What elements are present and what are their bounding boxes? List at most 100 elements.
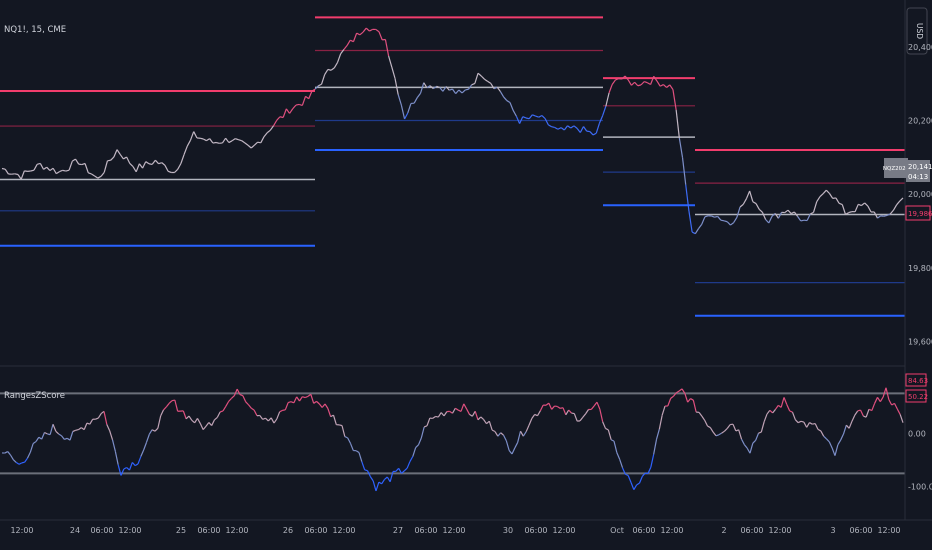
price-segment	[883, 214, 888, 217]
zscore-segment	[536, 410, 541, 416]
zscore-segment	[440, 412, 445, 417]
price-segment	[429, 85, 434, 90]
price-segment	[602, 106, 607, 116]
price-pane[interactable]	[0, 16, 905, 317]
zscore-segment	[766, 409, 771, 415]
zscore-segment	[364, 469, 368, 472]
price-segment	[285, 108, 291, 114]
zscore-segment	[216, 411, 221, 418]
price-segment	[812, 201, 818, 213]
price-axis[interactable]: 20,400.00 20,200.00 20,000.00 19,800.00 19,6…	[908, 43, 932, 347]
zscore-segment	[721, 430, 725, 434]
zscore-segment	[596, 401, 601, 410]
price-segment	[525, 117, 530, 120]
zscore-segment	[214, 416, 218, 421]
zscore-segment	[262, 417, 266, 420]
price-segment	[698, 223, 703, 229]
time-tick-label: 25	[176, 526, 186, 535]
price-segment	[135, 163, 140, 173]
price-segment	[810, 211, 814, 215]
price-segment	[567, 125, 572, 129]
zscore-segment	[599, 408, 604, 422]
zscore-segment	[270, 417, 275, 424]
indicator-axis[interactable]: 0.00 -100.00 84.63 50.22	[905, 373, 932, 492]
price-segment	[755, 203, 760, 210]
zscore-segment	[302, 396, 306, 399]
zscore-segment	[310, 394, 315, 404]
price-segment	[739, 203, 744, 208]
zscore-segment	[681, 388, 686, 394]
indicator-pane[interactable]	[0, 387, 905, 492]
zscore-segment	[488, 420, 493, 431]
time-tick-label: 12:00	[332, 526, 355, 535]
price-segment	[59, 169, 63, 173]
currency-button[interactable]	[906, 7, 928, 55]
price-segment	[180, 154, 185, 164]
price-segment	[356, 32, 361, 36]
zscore-segment	[106, 424, 111, 431]
zscore-segment	[211, 419, 216, 426]
zscore-segment	[293, 396, 298, 404]
price-segment	[340, 49, 345, 55]
price-segment	[659, 84, 664, 87]
price-segment	[298, 103, 303, 107]
price-segment	[704, 215, 709, 218]
zscore-segment	[163, 406, 167, 411]
price-segment	[426, 85, 431, 89]
price-segment	[598, 115, 604, 124]
zscore-segment	[851, 414, 856, 422]
price-segment	[46, 166, 51, 171]
zscore-segment	[426, 417, 431, 427]
price-segment	[113, 149, 118, 158]
zscore-segment	[613, 441, 618, 453]
time-axis[interactable]: 12:00 24 06:00 12:00 25 06:00 12:00 26 06:00 12:0…	[10, 526, 900, 535]
time-tick-label: 06:00	[414, 526, 437, 535]
zscore-segment	[208, 422, 213, 426]
price-segment	[193, 131, 198, 139]
zscore-segment	[837, 439, 842, 446]
price-segment	[503, 96, 508, 101]
price-segment	[477, 72, 482, 77]
price-segment	[375, 28, 380, 33]
zscore-segment	[463, 403, 468, 410]
price-segment	[730, 222, 735, 226]
zscore-segment	[842, 424, 847, 435]
price-segment	[250, 144, 255, 149]
zscore-segment	[460, 403, 465, 412]
price-segment	[39, 163, 45, 170]
price-segment	[209, 138, 214, 144]
price-segment	[183, 145, 188, 155]
zscore-segment	[366, 470, 371, 477]
zscore-segment	[871, 403, 876, 411]
price-segment	[142, 161, 147, 169]
price-tick-label: 19,600.00	[908, 338, 932, 347]
price-segment	[551, 126, 555, 129]
zscore-segment	[474, 411, 479, 421]
price-segment	[688, 210, 693, 233]
time-tick-label: 27	[393, 526, 403, 535]
indicator-tick-label: 0.00	[908, 429, 926, 438]
zscore-segment	[304, 395, 309, 399]
zscore-segment	[610, 439, 615, 442]
price-segment	[656, 80, 661, 87]
price-segment	[343, 45, 348, 50]
zscore-segment	[128, 462, 133, 471]
zscore-segment	[653, 439, 658, 455]
zscore-segment	[783, 397, 788, 405]
zscore-segment	[185, 415, 190, 420]
price-segment	[110, 156, 115, 161]
zscore-segment	[876, 396, 881, 402]
zscore-segment	[786, 404, 791, 412]
price-segment	[819, 193, 824, 198]
price-segment	[81, 162, 86, 166]
price-segment	[615, 78, 619, 81]
zscore-segment	[511, 447, 516, 455]
price-segment	[634, 81, 639, 87]
zscore-segment	[859, 409, 864, 417]
zscore-segment	[854, 410, 859, 416]
price-segment	[324, 69, 329, 75]
zscore-segment	[24, 457, 28, 463]
price-segment	[605, 92, 610, 107]
